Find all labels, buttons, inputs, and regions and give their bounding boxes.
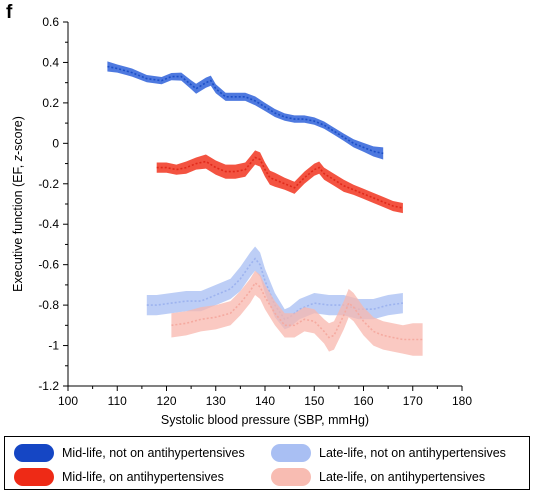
y-axis-title: Executive function (EF, z-score) bbox=[11, 116, 25, 292]
x-tick-label: 140 bbox=[255, 394, 275, 408]
legend-swatch bbox=[14, 444, 54, 462]
y-tick-label: 0.4 bbox=[42, 55, 59, 69]
axes: -1.2 -1 -0.8 -0.6 -0.4 -0.2 0 0.2 0.4 0.6 100 110 12… bbox=[38, 15, 472, 408]
legend: Mid-life, not on antihypertensives Late-… bbox=[4, 436, 530, 490]
confidence-band bbox=[171, 270, 423, 356]
y-axis-title-part2: z bbox=[11, 154, 25, 162]
panel-letter: f bbox=[6, 2, 13, 23]
y-tick-label: -0.2 bbox=[38, 177, 59, 191]
series-mid-life-not-on-antihypertensives bbox=[107, 61, 384, 160]
y-tick-label: 0.2 bbox=[42, 96, 59, 110]
legend-item-mid-life-on: Mid-life, on antihypertensives bbox=[14, 466, 224, 488]
x-tick-label: 170 bbox=[403, 394, 423, 408]
x-tick-label: 130 bbox=[206, 394, 226, 408]
x-tick-label: 110 bbox=[108, 394, 127, 408]
series-late-life-not-on-antihypertensives bbox=[146, 246, 404, 330]
y-axis-title-part3: -score) bbox=[11, 116, 25, 155]
legend-item-late-life-not-on: Late-life, not on antihypertensives bbox=[271, 442, 506, 464]
chart-plot: -1.2 -1 -0.8 -0.6 -0.4 -0.2 0 0.2 0.4 0.6 100 110 12… bbox=[11, 15, 472, 427]
confidence-band bbox=[146, 246, 403, 330]
legend-label: Late-life, not on antihypertensives bbox=[319, 446, 506, 460]
x-tick-label: 100 bbox=[58, 394, 78, 408]
legend-swatch bbox=[14, 468, 54, 486]
confidence-band bbox=[107, 61, 384, 160]
series-mid-life-on-antihypertensives bbox=[156, 150, 404, 214]
series-line bbox=[171, 281, 423, 341]
x-tick-label: 150 bbox=[304, 394, 324, 408]
series-line bbox=[146, 257, 404, 321]
series-layer bbox=[107, 61, 423, 356]
y-axis-title-part1: Executive function (EF, bbox=[11, 161, 25, 292]
y-tick-label: -0.8 bbox=[38, 298, 59, 312]
legend-label: Mid-life, on antihypertensives bbox=[62, 470, 224, 484]
y-tick-label: -1 bbox=[48, 339, 59, 353]
x-tick-label: 120 bbox=[156, 394, 176, 408]
x-tick-label: 180 bbox=[452, 394, 472, 408]
y-tick-label: -1.2 bbox=[38, 379, 59, 393]
legend-swatch bbox=[271, 444, 311, 462]
y-tick-label: 0.6 bbox=[42, 15, 59, 29]
series-line bbox=[156, 156, 404, 209]
x-tick-label: 160 bbox=[353, 394, 373, 408]
legend-swatch bbox=[271, 468, 311, 486]
y-tick-label: -0.4 bbox=[38, 217, 59, 231]
x-axis-title: Systolic blood pressure (SBP, mmHg) bbox=[161, 413, 369, 427]
legend-item-late-life-on: Late-life, on antihypertensives bbox=[271, 466, 485, 488]
legend-label: Late-life, on antihypertensives bbox=[319, 470, 486, 484]
y-tick-label: -0.6 bbox=[38, 258, 59, 272]
legend-label: Mid-life, not on antihypertensives bbox=[62, 446, 245, 460]
y-tick-label: 0 bbox=[52, 136, 59, 150]
legend-item-mid-life-not-on: Mid-life, not on antihypertensives bbox=[14, 442, 245, 464]
series-late-life-on-antihypertensives bbox=[171, 270, 423, 356]
